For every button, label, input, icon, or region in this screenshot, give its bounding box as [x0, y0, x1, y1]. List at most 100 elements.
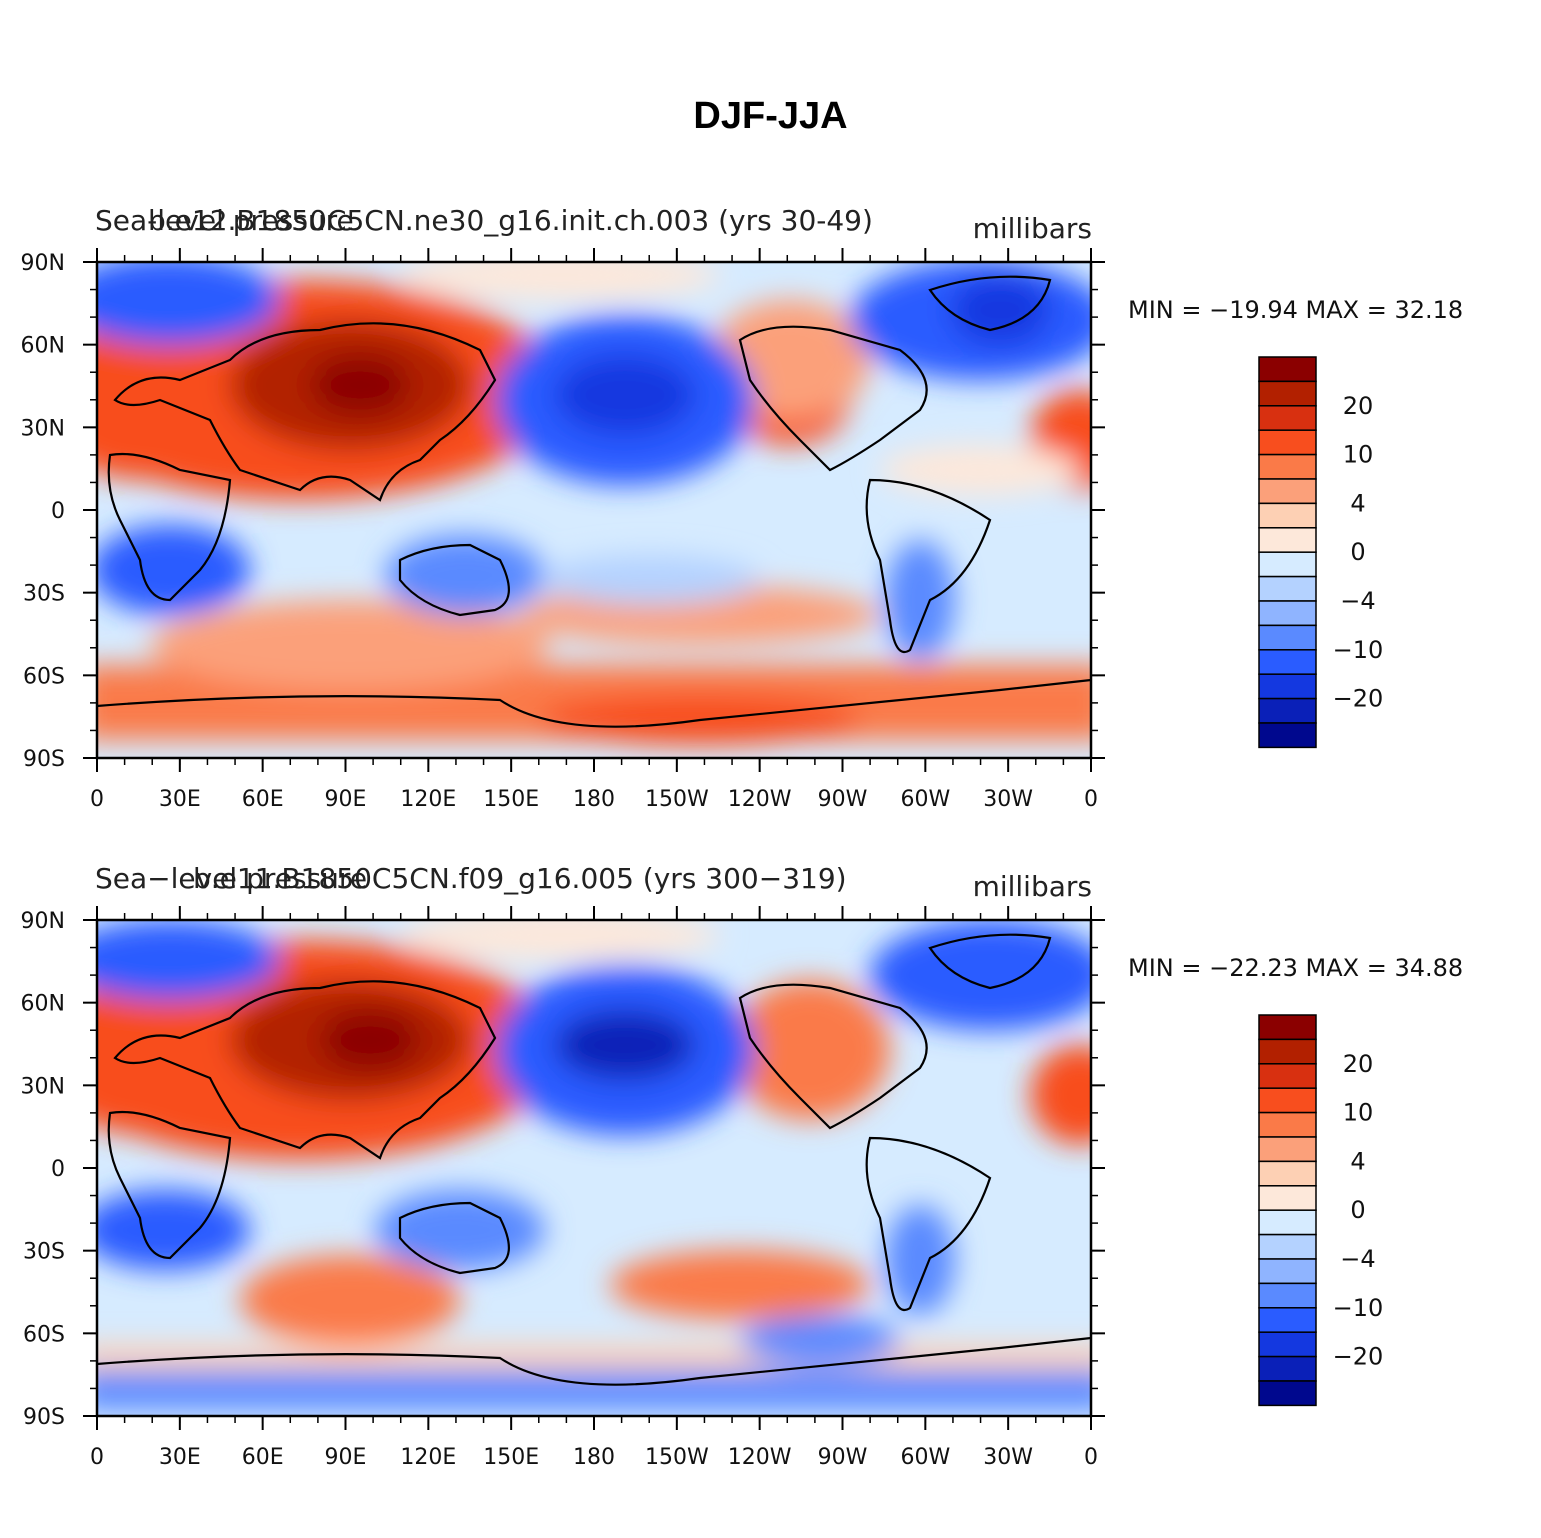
colorbar-box [1258, 502, 1317, 529]
colorbar: 20 10 4 0 −4 −10 −20 [1258, 356, 1384, 749]
colorbar-box [1258, 1380, 1317, 1407]
lon-tick-label: 60W [900, 1445, 950, 1470]
lon-tick-label: 180 [573, 787, 615, 812]
lon-tick-label: 180 [573, 1445, 615, 1470]
colorbar-box [1258, 1063, 1317, 1089]
min-max-label: MIN = −22.23 MAX = 34.88 [1128, 954, 1463, 982]
lon-tick-label: 30E [159, 1445, 201, 1470]
lon-tick-label: 90W [818, 787, 868, 812]
colorbar-box [1258, 1087, 1317, 1114]
contour-field [97, 262, 1091, 758]
colorbar-box [1258, 1258, 1317, 1285]
lat-tick-label: 60N [21, 992, 65, 1017]
map-panel-2: Sea−level pressure b.e11.B1850C5CN.f09_g… [21, 862, 1464, 1470]
lat-tick-label: 0 [51, 499, 65, 524]
coastlines [97, 275, 1091, 728]
lon-tick-label: 0 [1084, 1445, 1098, 1470]
lat-tick-label: 60S [23, 1322, 65, 1347]
colorbar-label: 10 [1343, 441, 1374, 469]
lon-tick-label: 60E [242, 1445, 284, 1470]
colorbar-label: 20 [1343, 392, 1374, 420]
lon-tick-label: 120E [400, 787, 456, 812]
colorbar-box [1258, 429, 1317, 456]
colorbar-label: 0 [1350, 538, 1365, 566]
panel-left-title: Sea-level pressure [95, 204, 354, 237]
colorbar-label: −10 [1333, 1294, 1384, 1322]
colorbar-box [1258, 1209, 1317, 1236]
panel-units: millibars [973, 870, 1092, 903]
colorbar-label: 0 [1350, 1196, 1365, 1224]
min-max-label: MIN = −19.94 MAX = 32.18 [1128, 296, 1463, 324]
colorbar-box [1258, 380, 1317, 407]
colorbar-box [1258, 1233, 1317, 1260]
colorbar-label: −4 [1340, 1245, 1375, 1273]
lon-tick-label: 0 [90, 787, 104, 812]
colorbar-box [1258, 1038, 1317, 1065]
colorbar-box [1258, 551, 1317, 578]
colorbar-box [1258, 1282, 1317, 1309]
lon-tick-label: 120W [728, 1445, 792, 1470]
colorbar-box [1258, 1014, 1317, 1041]
lat-tick-label: 30S [23, 582, 65, 607]
lon-tick-label: 150E [483, 787, 539, 812]
map-panel-1: Sea-level pressure b.e12.B1850C5CN.ne30_… [21, 204, 1464, 812]
lat-tick-label: 60N [21, 334, 65, 359]
colorbar-label: 4 [1350, 1147, 1365, 1175]
panel-center-title: b.e11.B1850C5CN.f09_g16.005 (yrs 300−319… [193, 862, 847, 895]
lon-tick-label: 30E [159, 787, 201, 812]
colorbar-box [1258, 1111, 1317, 1138]
lon-tick-label: 0 [90, 1445, 104, 1470]
colorbar-label: 20 [1343, 1050, 1374, 1078]
lon-tick-label: 30W [983, 1445, 1033, 1470]
lon-tick-label: 150W [645, 787, 709, 812]
colorbar-box [1258, 624, 1317, 651]
colorbar-box [1258, 600, 1317, 627]
colorbar-label: −20 [1333, 1343, 1384, 1371]
colorbar-box [1258, 453, 1317, 480]
contour-field [97, 920, 1091, 1416]
panel-units: millibars [973, 212, 1092, 245]
lon-tick-label: 150E [483, 1445, 539, 1470]
panel-center-title: b.e12.B1850C5CN.ne30_g16.init.ch.003 (yr… [148, 204, 873, 237]
lat-tick-label: 30N [21, 416, 65, 441]
lon-tick-label: 0 [1084, 787, 1098, 812]
colorbar-box [1258, 1160, 1317, 1187]
colorbar-label: 10 [1343, 1099, 1374, 1127]
colorbar-box [1258, 697, 1317, 724]
lon-tick-label: 120E [400, 1445, 456, 1470]
figure-title: DJF-JJA [693, 95, 848, 137]
lat-tick-label: 60S [23, 664, 65, 689]
lon-tick-label: 30W [983, 787, 1033, 812]
colorbar-label: 4 [1350, 489, 1365, 517]
colorbar-box [1258, 1136, 1317, 1163]
colorbar-label: −4 [1340, 587, 1375, 615]
panel-left-title: Sea−level pressure [95, 862, 367, 895]
colorbar-box [1258, 575, 1317, 602]
lat-tick-label: 90N [21, 251, 65, 276]
colorbar-box [1258, 405, 1317, 431]
colorbar-box [1258, 673, 1317, 700]
colorbar-label: −10 [1333, 636, 1384, 664]
lon-tick-label: 90E [325, 787, 367, 812]
colorbar-box [1258, 1307, 1317, 1333]
colorbar-box [1258, 1355, 1317, 1382]
lat-tick-label: 90S [23, 747, 65, 772]
colorbar-label: −20 [1333, 685, 1384, 713]
colorbar-box [1258, 478, 1317, 505]
colorbar-box [1258, 1185, 1317, 1211]
colorbar: 20 10 4 0 −4 −10 −20 [1258, 1014, 1384, 1407]
lon-tick-label: 60E [242, 787, 284, 812]
coastlines [97, 933, 1091, 1386]
lat-tick-label: 90S [23, 1405, 65, 1430]
colorbar-box [1258, 527, 1317, 553]
lon-tick-label: 150W [645, 1445, 709, 1470]
lon-tick-label: 90W [818, 1445, 868, 1470]
lon-tick-label: 60W [900, 787, 950, 812]
lon-tick-label: 90E [325, 1445, 367, 1470]
colorbar-box [1258, 1331, 1317, 1358]
lon-tick-label: 120W [728, 787, 792, 812]
lat-tick-label: 30N [21, 1074, 65, 1099]
colorbar-box [1258, 649, 1317, 675]
lat-tick-label: 90N [21, 909, 65, 934]
